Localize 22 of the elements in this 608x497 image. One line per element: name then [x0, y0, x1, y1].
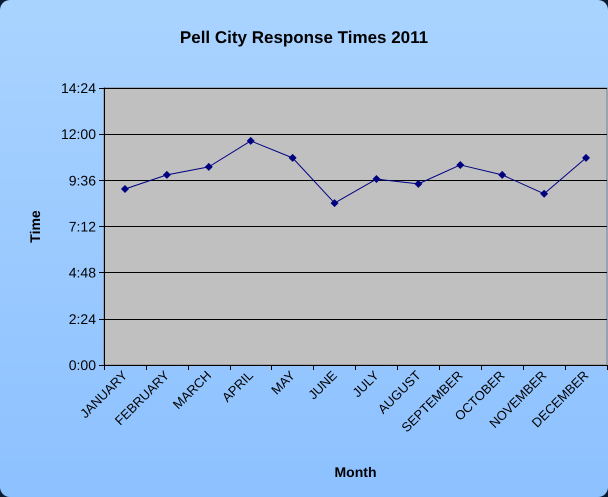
point	[120, 184, 129, 193]
point	[288, 154, 297, 162]
chart-title: Pell City Response Times 2011	[180, 28, 428, 47]
y-tick-label: 12:00	[60, 126, 96, 142]
y-tick-label: 0:00	[68, 357, 96, 373]
point	[330, 199, 339, 208]
y-tick-label: 14:24	[60, 80, 96, 96]
point	[414, 180, 422, 188]
point	[372, 175, 380, 184]
point	[204, 162, 213, 171]
point	[246, 136, 255, 145]
y-axis-title: Time	[27, 210, 43, 243]
y-tick-label: 2:24	[68, 310, 96, 327]
y-tick-label: 9:36	[68, 172, 96, 188]
point	[456, 160, 464, 169]
y-tick-label: 7:12	[68, 218, 96, 234]
point	[162, 170, 171, 179]
y-tick-label: 4:48	[68, 264, 96, 281]
point	[498, 170, 506, 179]
point	[540, 190, 548, 198]
x-axis-title: Month	[334, 464, 376, 480]
point	[582, 154, 590, 162]
